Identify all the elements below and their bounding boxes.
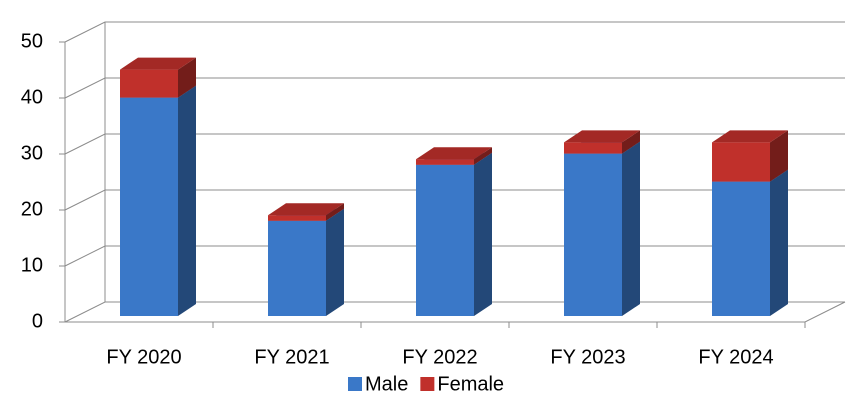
- bar-front: [268, 215, 326, 221]
- x-tick-label: FY 2021: [254, 346, 329, 368]
- bar-top: [268, 203, 344, 216]
- x-tick-label: FY 2024: [698, 346, 773, 368]
- x-tick-label: FY 2022: [402, 346, 477, 368]
- y-tick-label: 10: [21, 254, 43, 276]
- bar-side: [326, 203, 344, 221]
- x-tick-label: FY 2020: [106, 346, 181, 368]
- bar-front: [712, 142, 770, 182]
- bar-front: [416, 164, 474, 316]
- legend-label: Male: [365, 373, 408, 395]
- bar-side: [474, 147, 492, 165]
- bar-side: [622, 130, 640, 154]
- bar-top: [120, 57, 196, 70]
- bar-side: [770, 130, 788, 182]
- bar-side: [178, 57, 196, 98]
- bar-top: [564, 130, 640, 143]
- bar-top: [712, 130, 788, 143]
- bar-side: [474, 152, 492, 316]
- bar-side: [178, 85, 196, 316]
- x-tick-label: FY 2023: [550, 346, 625, 368]
- bar-top: [416, 147, 492, 160]
- bar-front: [712, 181, 770, 316]
- bar-front: [416, 159, 474, 165]
- bar-front: [268, 220, 326, 316]
- y-tick-label: 40: [21, 86, 43, 108]
- bar-side: [622, 141, 640, 316]
- bar-front: [120, 97, 178, 316]
- bar-side: [770, 169, 788, 316]
- y-tick-label: 0: [32, 310, 43, 332]
- legend-swatch: [420, 377, 435, 391]
- bar-front: [564, 142, 622, 154]
- legend-swatch: [348, 377, 362, 391]
- y-tick-label: 20: [21, 198, 43, 220]
- grid-line: [64, 21, 845, 43]
- y-tick-label: 30: [21, 142, 43, 164]
- bar-front: [120, 69, 178, 98]
- y-tick-label: 50: [21, 30, 43, 52]
- legend-label: Female: [437, 373, 504, 395]
- bar-front: [564, 153, 622, 316]
- bar-side: [326, 208, 344, 316]
